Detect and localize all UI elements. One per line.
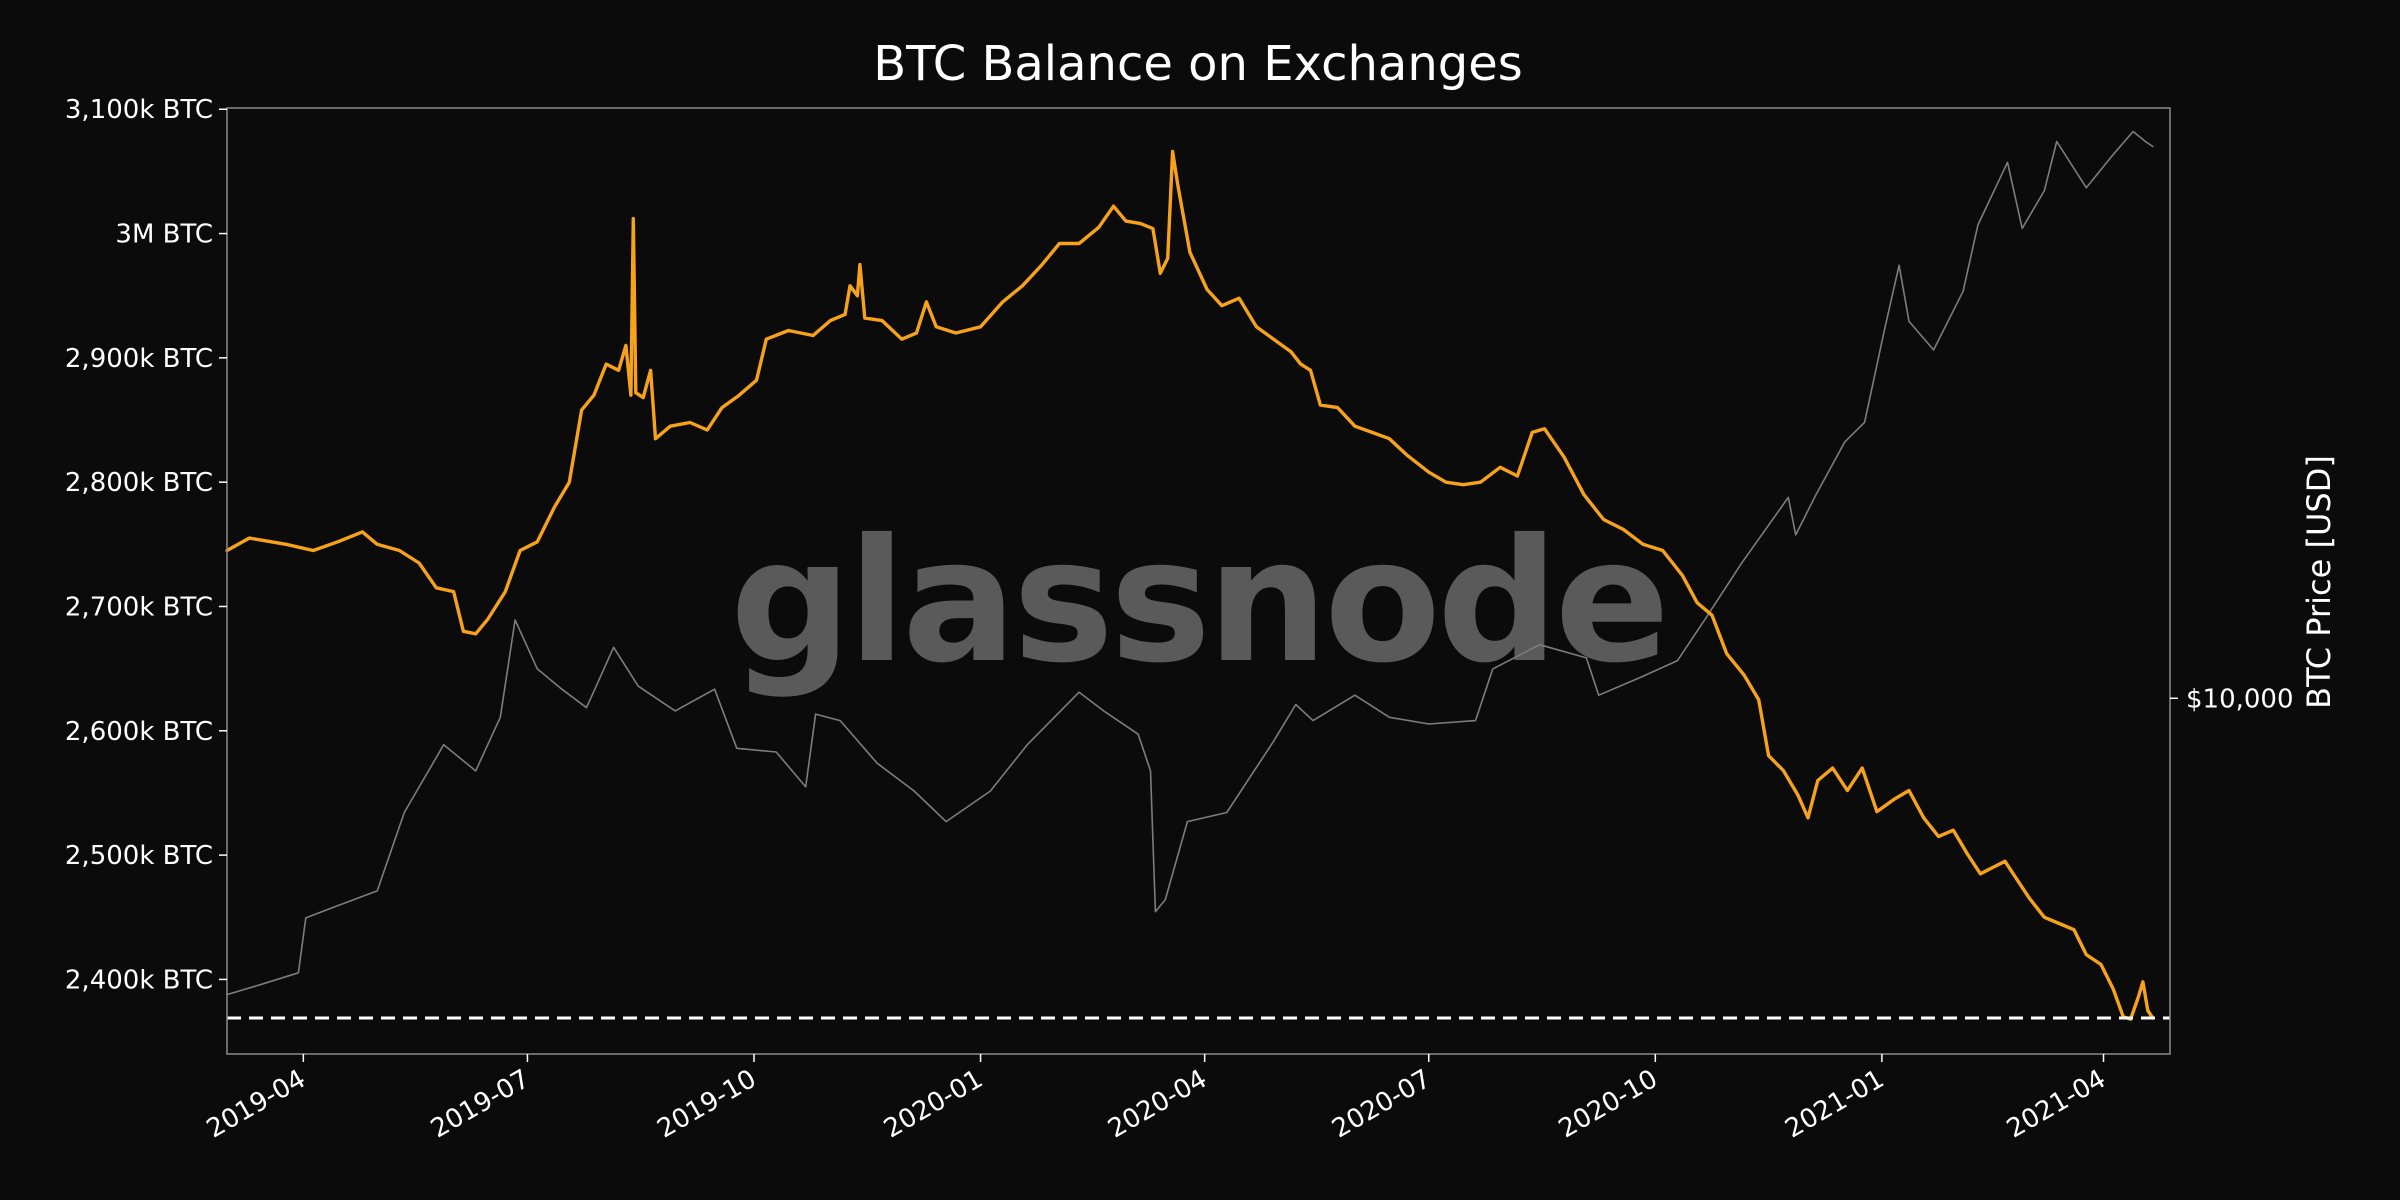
- y-right-tick-label: $10,000: [2186, 684, 2294, 714]
- watermark-logo: glassnode: [730, 503, 1666, 701]
- chart-title: BTC Balance on Exchanges: [873, 36, 1523, 92]
- y-axis-right-title: BTC Price [USD]: [2300, 455, 2338, 709]
- balance-series-line: [225, 149, 2155, 1021]
- y-left-tick-label: 2,800k BTC: [65, 468, 213, 498]
- y-left-tick-label: 2,700k BTC: [65, 592, 213, 622]
- y-left-tick-label: 2,600k BTC: [65, 717, 213, 747]
- y-axis-left: 2,400k BTC 2,500k BTC 2,600k BTC 2,700k BTC…: [65, 95, 227, 995]
- y-left-tick-label: 3M BTC: [115, 220, 213, 250]
- plot-area: [225, 130, 2170, 1021]
- plot-frame: [226, 107, 2171, 1055]
- y-left-tick-label: 2,500k BTC: [65, 841, 213, 871]
- y-left-tick-label: 3,100k BTC: [65, 95, 213, 125]
- y-left-tick-label: 2,900k BTC: [65, 344, 213, 374]
- y-left-tick-label: 2,400k BTC: [65, 965, 213, 995]
- y-axis-right: $10,000: [2170, 684, 2294, 714]
- price-series-line: [226, 130, 2154, 996]
